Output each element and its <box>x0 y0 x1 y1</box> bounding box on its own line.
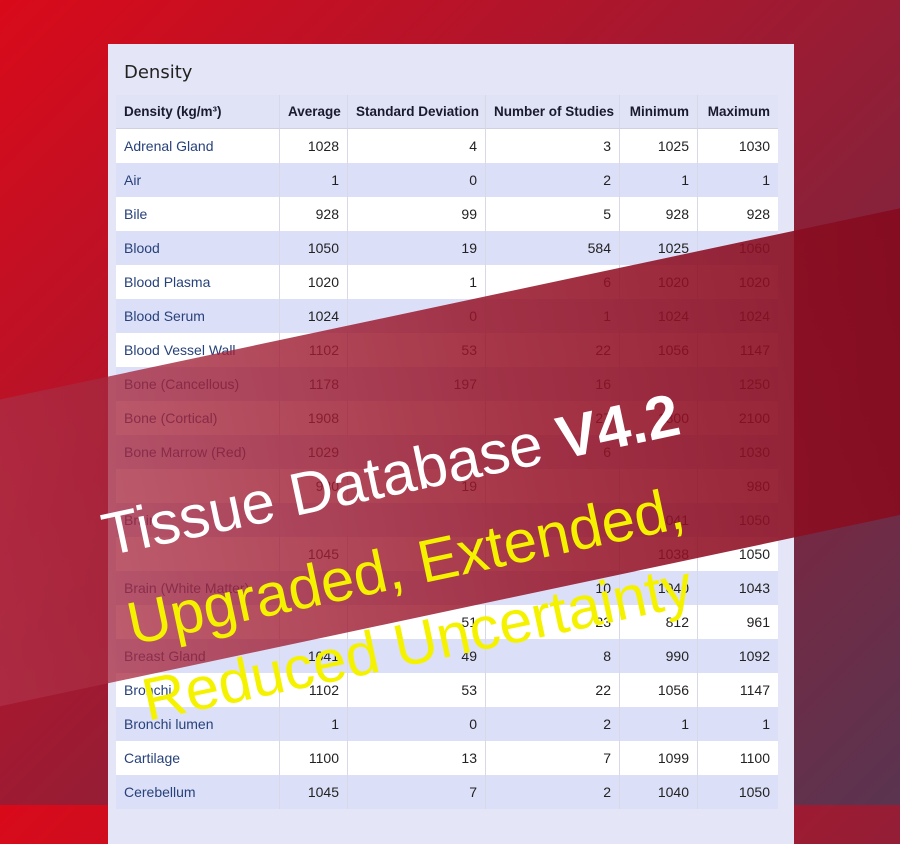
column-header-std-dev[interactable]: Standard Deviation <box>348 95 486 129</box>
cell-studies: 2 <box>486 163 620 197</box>
table-row: Bronchi lumen 1 0 2 1 1 <box>116 707 778 741</box>
cell-tissue[interactable]: Blood Serum <box>116 299 280 333</box>
cell-std-dev: 4 <box>348 129 486 163</box>
cell-minimum: 812 <box>620 605 698 639</box>
cell-std-dev: 1 <box>348 265 486 299</box>
cell-tissue[interactable]: Cartilage <box>116 741 280 775</box>
cell-studies: 3 <box>486 129 620 163</box>
cell-studies: 584 <box>486 231 620 265</box>
cell-tissue[interactable]: Adrenal Gland <box>116 129 280 163</box>
cell-minimum: 1040 <box>620 775 698 809</box>
cell-minimum: 1056 <box>620 673 698 707</box>
cell-tissue[interactable]: Bronchi lumen <box>116 707 280 741</box>
cell-studies: 2 <box>486 775 620 809</box>
table-row: Cartilage 1100 13 7 1099 1100 <box>116 741 778 775</box>
cell-average: 1045 <box>280 775 348 809</box>
cell-minimum: 1040 <box>620 571 698 605</box>
cell-std-dev: 13 <box>348 741 486 775</box>
cell-maximum: 1 <box>698 707 778 741</box>
cell-maximum: 1050 <box>698 775 778 809</box>
table-row: Cerebellum 1045 7 2 1040 1050 <box>116 775 778 809</box>
cell-average: 1102 <box>280 673 348 707</box>
cell-std-dev: 0 <box>348 707 486 741</box>
cell-tissue[interactable]: Air <box>116 163 280 197</box>
column-header-tissue[interactable]: Density (kg/m³) <box>116 95 280 129</box>
cell-tissue[interactable]: Bronchi <box>116 673 280 707</box>
cell-studies: 23 <box>486 605 620 639</box>
cell-average: 1 <box>280 707 348 741</box>
cell-tissue[interactable]: Cerebellum <box>116 775 280 809</box>
cell-maximum: 928 <box>698 197 778 231</box>
cell-maximum: 1092 <box>698 639 778 673</box>
cell-average: 1 <box>280 163 348 197</box>
cell-maximum: 1030 <box>698 129 778 163</box>
cell-studies: 7 <box>486 741 620 775</box>
cell-minimum: 1 <box>620 163 698 197</box>
cell-average: 1028 <box>280 129 348 163</box>
cell-minimum: 1 <box>620 707 698 741</box>
cell-maximum: 961 <box>698 605 778 639</box>
cell-average: 1100 <box>280 741 348 775</box>
column-header-minimum[interactable]: Minimum <box>620 95 698 129</box>
cell-minimum: 990 <box>620 639 698 673</box>
cell-studies: 22 <box>486 673 620 707</box>
cell-minimum: 1025 <box>620 129 698 163</box>
panel-title: Density <box>124 62 193 83</box>
table-row: Bile 928 99 5 928 928 <box>116 197 778 231</box>
cell-std-dev: 53 <box>348 673 486 707</box>
table-row: Air 1 0 2 1 1 <box>116 163 778 197</box>
table-row: Bronchi 1102 53 22 1056 1147 <box>116 673 778 707</box>
cell-studies: 5 <box>486 197 620 231</box>
cell-std-dev: 99 <box>348 197 486 231</box>
cell-average: 1020 <box>280 265 348 299</box>
cell-tissue[interactable]: Bile <box>116 197 280 231</box>
cell-average: 1041 <box>280 639 348 673</box>
table-row: Adrenal Gland 1028 4 3 1025 1030 <box>116 129 778 163</box>
cell-minimum: 1099 <box>620 741 698 775</box>
cell-std-dev: 49 <box>348 639 486 673</box>
cell-average: 928 <box>280 197 348 231</box>
cell-std-dev: 19 <box>348 231 486 265</box>
column-header-studies[interactable]: Number of Studies <box>486 95 620 129</box>
cell-tissue[interactable]: Blood <box>116 231 280 265</box>
column-header-maximum[interactable]: Maximum <box>698 95 778 129</box>
cell-std-dev: 0 <box>348 163 486 197</box>
cell-average: 1050 <box>280 231 348 265</box>
cell-maximum: 1100 <box>698 741 778 775</box>
cell-maximum: 1147 <box>698 673 778 707</box>
cell-studies: 2 <box>486 707 620 741</box>
cell-studies: 8 <box>486 639 620 673</box>
cell-minimum: 928 <box>620 197 698 231</box>
column-header-average[interactable]: Average <box>280 95 348 129</box>
table-header-row: Density (kg/m³) Average Standard Deviati… <box>116 95 778 129</box>
cell-maximum: 1 <box>698 163 778 197</box>
cell-std-dev: 7 <box>348 775 486 809</box>
cell-tissue[interactable]: Blood Plasma <box>116 265 280 299</box>
cell-average: 1024 <box>280 299 348 333</box>
cell-maximum: 1043 <box>698 571 778 605</box>
